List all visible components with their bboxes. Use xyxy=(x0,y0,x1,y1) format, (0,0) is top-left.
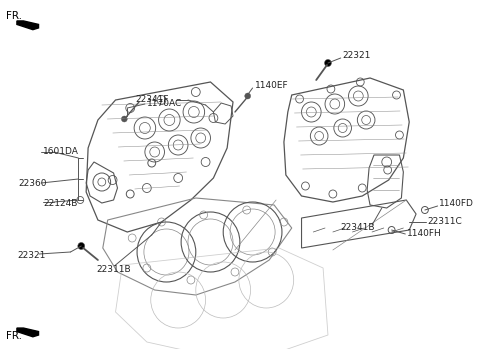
Text: FR.: FR. xyxy=(6,11,22,21)
Text: 22360: 22360 xyxy=(19,178,47,187)
Text: 22311C: 22311C xyxy=(428,217,463,227)
Text: 1140FH: 1140FH xyxy=(407,230,442,238)
Polygon shape xyxy=(17,328,38,337)
Circle shape xyxy=(324,59,331,67)
Text: 22311B: 22311B xyxy=(96,266,131,275)
Polygon shape xyxy=(17,21,38,30)
Circle shape xyxy=(78,243,84,250)
Text: FR.: FR. xyxy=(6,331,22,341)
Text: 1140FD: 1140FD xyxy=(439,200,473,208)
Text: 1170AC: 1170AC xyxy=(147,99,182,109)
Circle shape xyxy=(121,116,127,122)
Text: 22341B: 22341B xyxy=(341,223,375,232)
Text: 22124B: 22124B xyxy=(43,200,77,208)
Text: 22321: 22321 xyxy=(18,251,46,260)
Circle shape xyxy=(245,93,251,99)
Text: 22321: 22321 xyxy=(343,52,371,60)
Text: 22341F: 22341F xyxy=(135,96,168,104)
Text: 1140EF: 1140EF xyxy=(254,82,288,90)
Text: 1601DA: 1601DA xyxy=(43,148,79,156)
